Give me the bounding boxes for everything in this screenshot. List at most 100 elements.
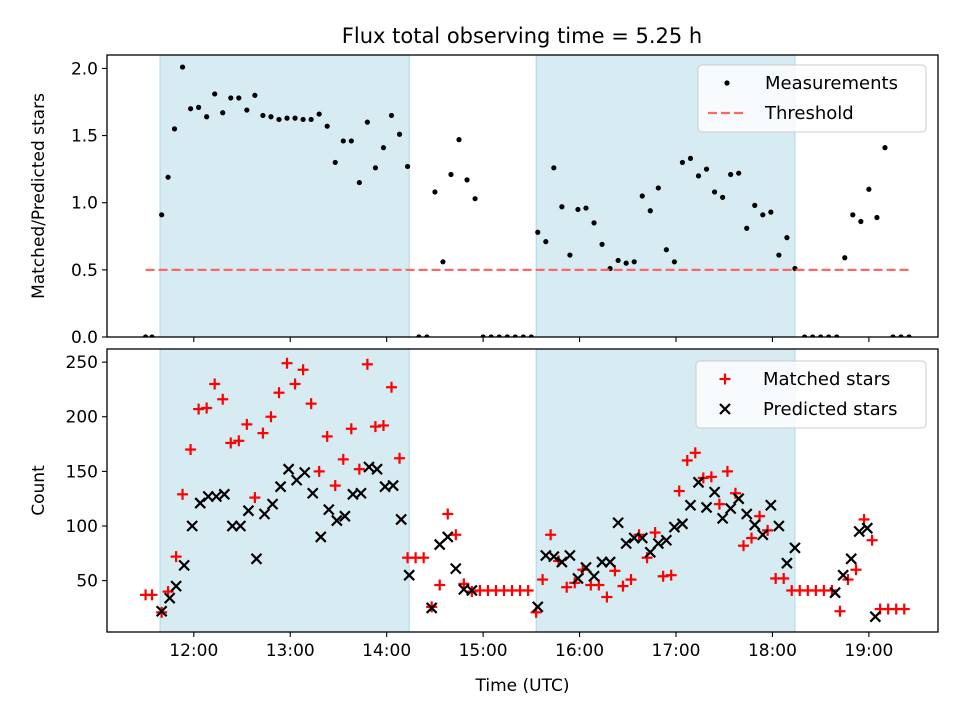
matched-point bbox=[713, 498, 725, 510]
marker-stroke bbox=[298, 466, 311, 479]
marker-stroke bbox=[668, 521, 681, 533]
marker-stroke bbox=[580, 561, 592, 574]
marker-stroke bbox=[636, 532, 649, 544]
measurement-point bbox=[858, 218, 864, 225]
marker-stroke bbox=[692, 476, 705, 489]
matched-point bbox=[442, 508, 454, 520]
marker-stroke bbox=[773, 520, 785, 532]
y-tick-label: 200 bbox=[66, 408, 98, 428]
measurement-point bbox=[244, 107, 250, 113]
measurement-point bbox=[220, 110, 226, 116]
predicted-point bbox=[700, 501, 713, 514]
predicted-point bbox=[861, 522, 874, 534]
measurement-point bbox=[187, 106, 194, 112]
marker-stroke bbox=[612, 516, 624, 529]
measurement-point bbox=[850, 212, 856, 218]
measurement-point bbox=[448, 171, 454, 178]
predicted-point bbox=[572, 572, 584, 585]
matched-point bbox=[537, 574, 549, 586]
measurement-point bbox=[284, 115, 290, 121]
predicted-point bbox=[242, 504, 255, 517]
predicted-point bbox=[306, 487, 319, 500]
predicted-point bbox=[178, 559, 190, 572]
matched-point bbox=[721, 465, 733, 477]
matched-point bbox=[281, 357, 293, 369]
marker-stroke bbox=[548, 550, 560, 563]
marker-stroke bbox=[740, 508, 753, 520]
observing-window bbox=[159, 54, 410, 338]
predicted-point bbox=[845, 553, 857, 565]
measurement-point bbox=[252, 92, 258, 98]
marker-stroke bbox=[178, 559, 190, 572]
x-tick-label: 19:00 bbox=[844, 641, 893, 661]
matched-point bbox=[337, 453, 349, 465]
matched-point bbox=[858, 513, 870, 525]
y-tick-label: 1.0 bbox=[71, 194, 98, 214]
matched-point bbox=[689, 447, 701, 459]
marker-stroke bbox=[837, 569, 849, 581]
predicted-point bbox=[339, 510, 351, 522]
measurement-point bbox=[768, 209, 774, 215]
marker-stroke bbox=[588, 570, 600, 583]
marker-stroke bbox=[323, 503, 335, 516]
predicted-point bbox=[355, 487, 367, 500]
matched-point bbox=[321, 430, 333, 442]
matched-point bbox=[522, 584, 534, 596]
measurement-point bbox=[228, 95, 234, 101]
marker-stroke bbox=[371, 463, 383, 475]
marker-stroke bbox=[466, 584, 478, 597]
predicted-point bbox=[588, 570, 600, 583]
marker-stroke bbox=[829, 586, 841, 599]
measurement-point bbox=[671, 259, 677, 265]
marker-stroke bbox=[274, 480, 287, 493]
matched-point bbox=[458, 578, 470, 590]
matched-point bbox=[418, 552, 430, 564]
measurement-point bbox=[300, 116, 306, 123]
legend-entry-label: Predicted stars bbox=[763, 399, 897, 420]
predicted-point bbox=[363, 461, 375, 473]
measurement-point bbox=[760, 212, 766, 218]
marker-stroke bbox=[258, 508, 271, 520]
measurement-point bbox=[348, 138, 354, 144]
predicted-point bbox=[450, 562, 462, 575]
matched-point bbox=[265, 411, 277, 423]
axes-frame bbox=[106, 54, 939, 338]
measurement-point bbox=[882, 145, 888, 151]
marker-stroke bbox=[234, 520, 247, 532]
marker-stroke bbox=[163, 592, 176, 604]
x-tick-label: 15:00 bbox=[459, 641, 508, 661]
predicted-point bbox=[773, 520, 785, 532]
matched-point bbox=[361, 358, 373, 370]
matched-point bbox=[257, 427, 269, 439]
matched-point bbox=[241, 418, 253, 430]
x-tick-label: 13:00 bbox=[266, 641, 315, 661]
matched-point bbox=[386, 381, 398, 393]
predicted-point bbox=[298, 466, 311, 479]
x-tick-label: 14:00 bbox=[362, 641, 411, 661]
marker-stroke bbox=[387, 479, 399, 492]
data-layer bbox=[142, 64, 912, 337]
measurement-point bbox=[615, 257, 621, 264]
measurement-point bbox=[623, 260, 629, 266]
measurement-point bbox=[752, 202, 758, 208]
predicted-point bbox=[708, 486, 721, 498]
matched-point bbox=[434, 579, 446, 591]
y-tick-label: 50 bbox=[76, 572, 98, 592]
measurement-point bbox=[456, 137, 462, 143]
axes-frame bbox=[106, 348, 939, 633]
matched-point bbox=[394, 452, 406, 464]
predicted-point bbox=[748, 519, 761, 531]
measurement-point bbox=[196, 104, 202, 110]
matched-point bbox=[305, 398, 317, 410]
predicted-point bbox=[636, 532, 649, 544]
marker-stroke bbox=[564, 549, 576, 562]
matched-point bbox=[177, 488, 189, 500]
legend-entry-label: Matched stars bbox=[763, 369, 890, 390]
predicted-point bbox=[652, 537, 665, 550]
matched-point bbox=[778, 572, 790, 584]
predicted-point bbox=[789, 542, 801, 554]
measurement-point bbox=[583, 205, 589, 211]
data-layer bbox=[140, 357, 910, 623]
x-tick-label: 12:00 bbox=[169, 641, 218, 661]
marker-stroke bbox=[155, 605, 168, 618]
